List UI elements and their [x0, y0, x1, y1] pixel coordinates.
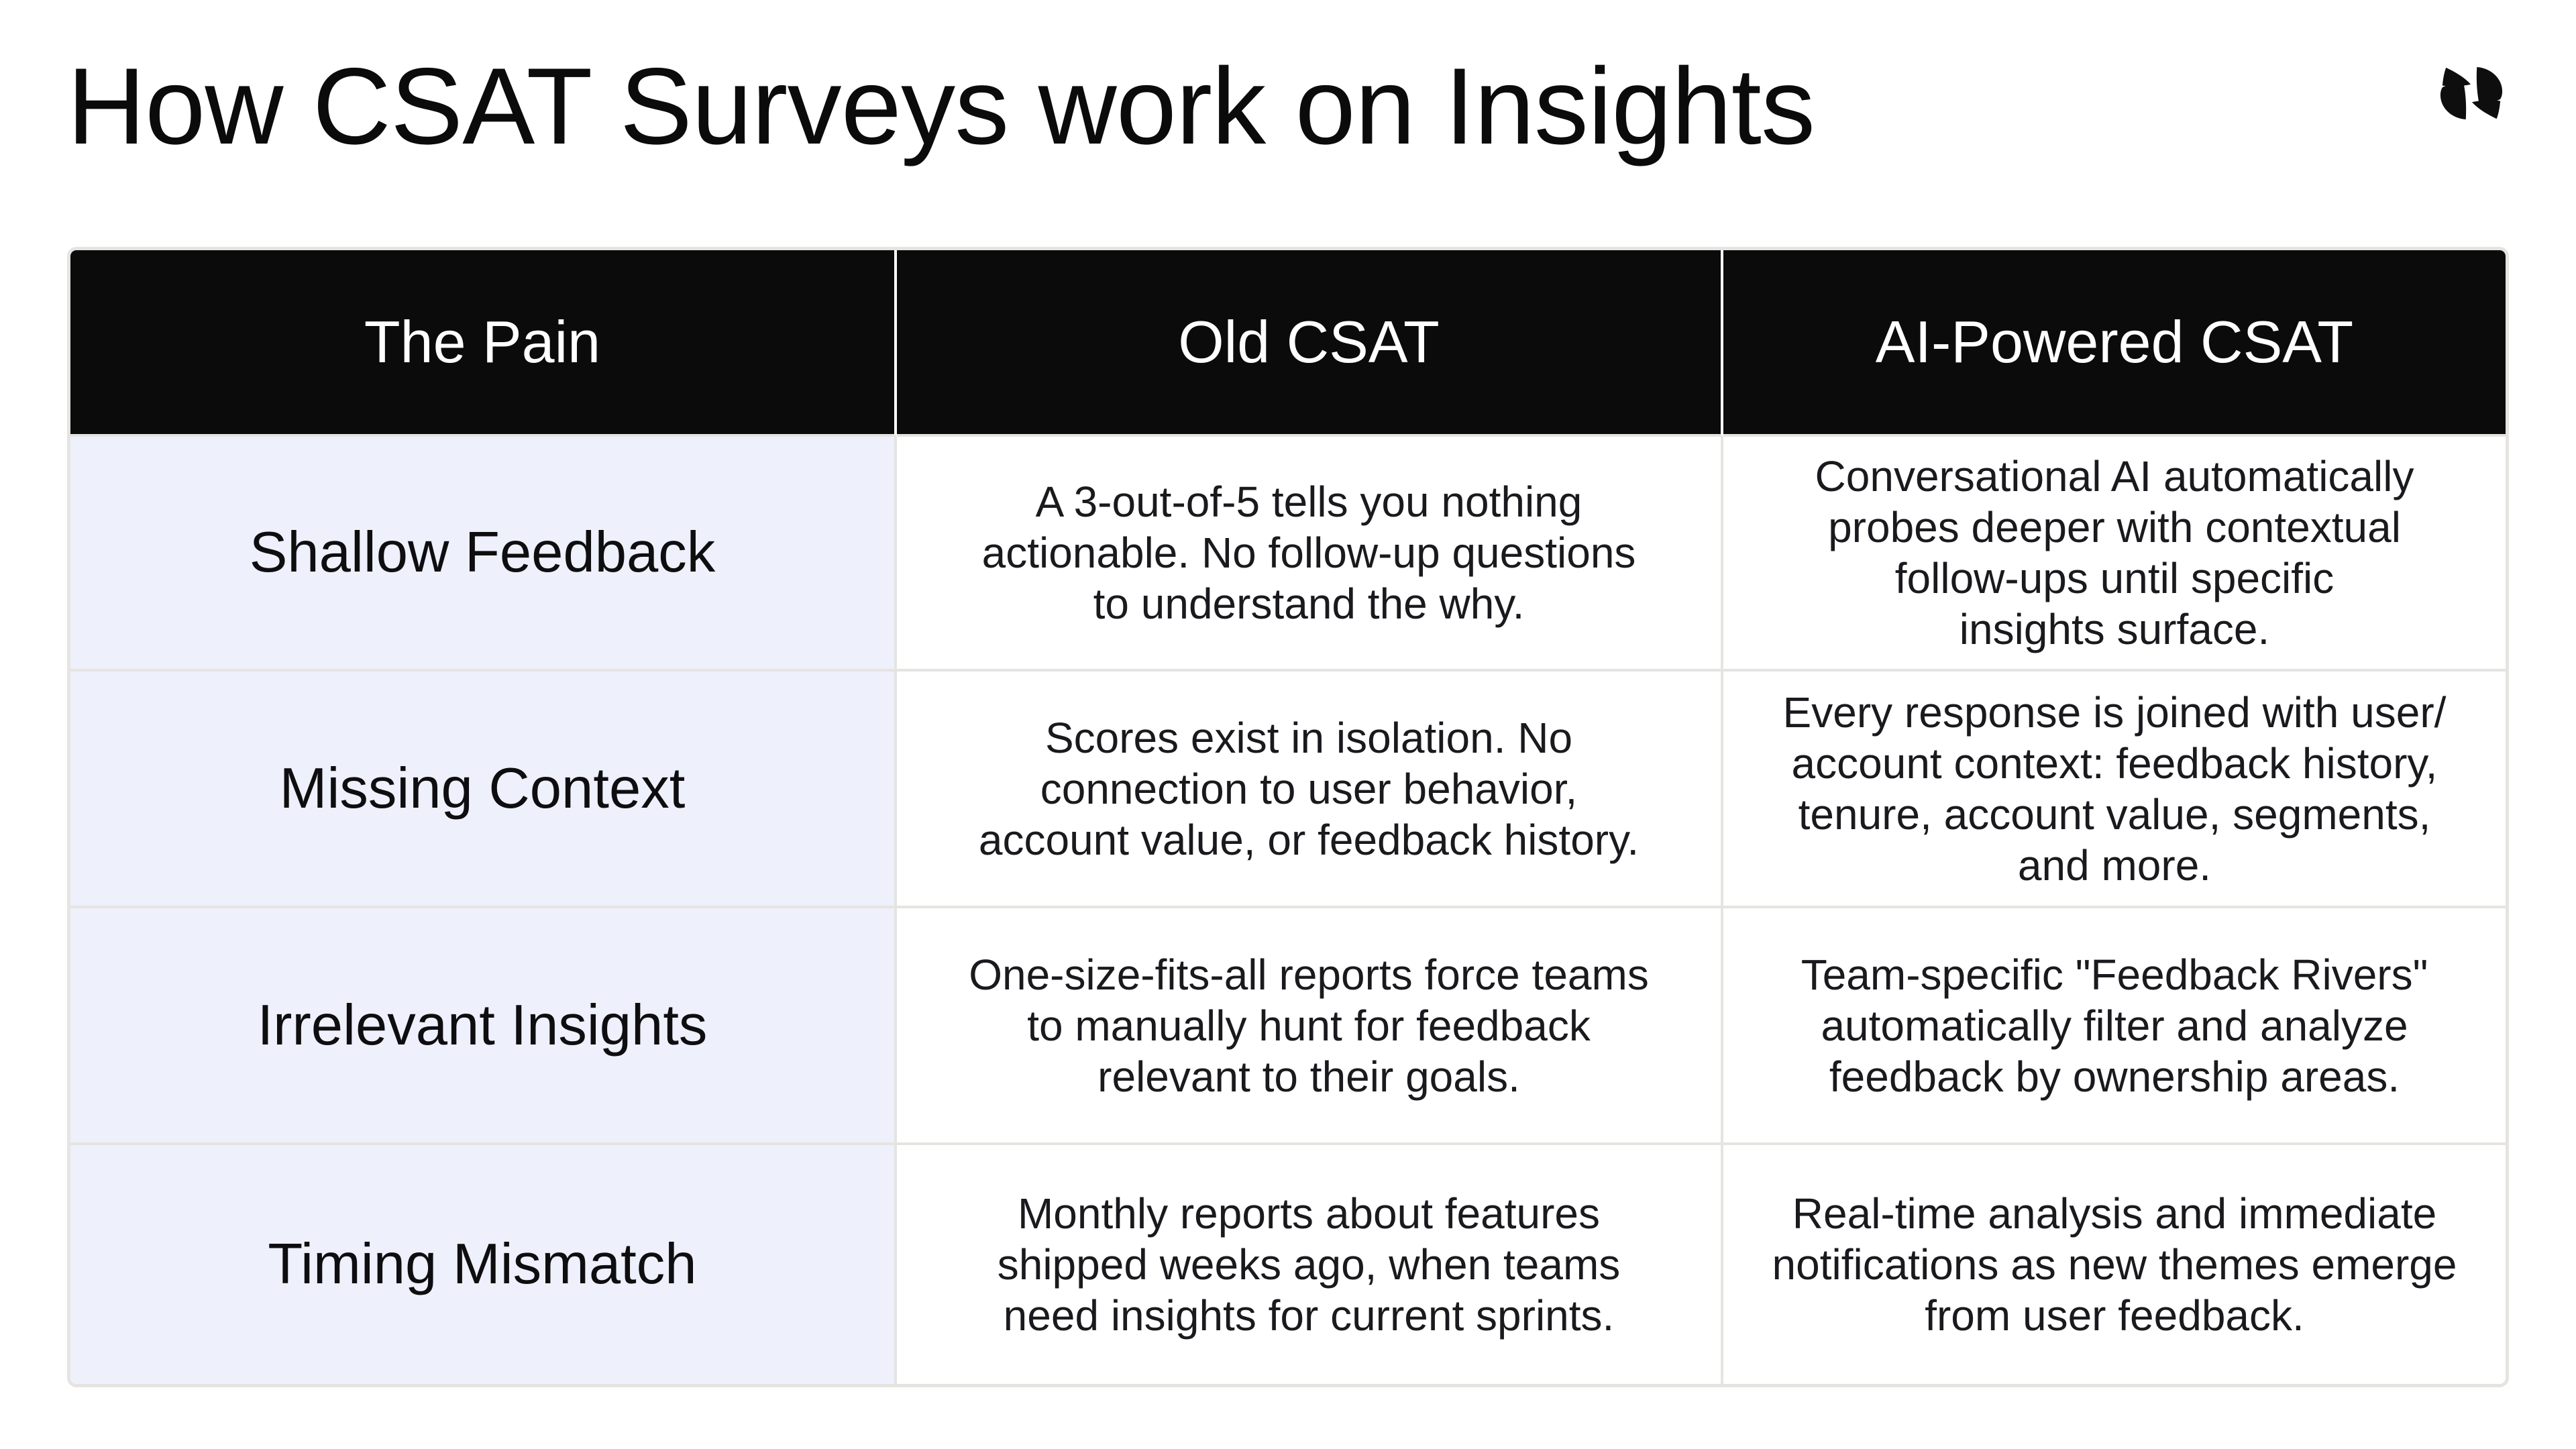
pinwheel-fin-large-mirror: [2440, 84, 2467, 120]
ai-csat-cell: Every response is joined with user/ acco…: [1723, 672, 2506, 908]
comparison-table: The Pain Old CSAT AI-Powered CSAT Shallo…: [67, 247, 2509, 1387]
brand-pinwheel-logo-icon: [2434, 64, 2509, 122]
pain-label-cell: Shallow Feedback: [70, 437, 897, 672]
header-cell-old-csat: Old CSAT: [897, 250, 1723, 437]
ai-csat-cell: Real-time analysis and immediate notific…: [1772, 1189, 2457, 1340]
ai-csat-cell: Team-specific "Feedback Rivers" automati…: [1723, 908, 2506, 1145]
old-csat-cell: A 3-out-of-5 tells you nothing actionabl…: [897, 437, 1723, 672]
old-csat-cell: Scores exist in isolation. No connection…: [897, 672, 1723, 908]
pain-label-cell: Timing Mismatch: [70, 1145, 897, 1384]
old-csat-cell: Monthly reports about features shipped w…: [897, 1145, 1723, 1384]
old-csat-cell: One-size-fits-all reports force teams to…: [897, 908, 1723, 1145]
pinwheel-fin-small-mirror: [2471, 100, 2501, 119]
pinwheel-fin-small: [2442, 67, 2471, 87]
pain-label-cell: Irrelevant Insights: [70, 908, 897, 1145]
header-cell-the-pain: The Pain: [70, 250, 897, 437]
header-cell-ai-powered-csat: AI-Powered CSAT: [1723, 250, 2506, 437]
page-title: How CSAT Surveys work on Insights: [67, 46, 1815, 167]
pinwheel-icon: [2440, 66, 2503, 120]
pain-label-cell: Missing Context: [70, 672, 897, 908]
ai-csat-cell: Conversational AI automatically probes d…: [1723, 437, 2506, 672]
pinwheel-fin-large: [2476, 66, 2503, 103]
